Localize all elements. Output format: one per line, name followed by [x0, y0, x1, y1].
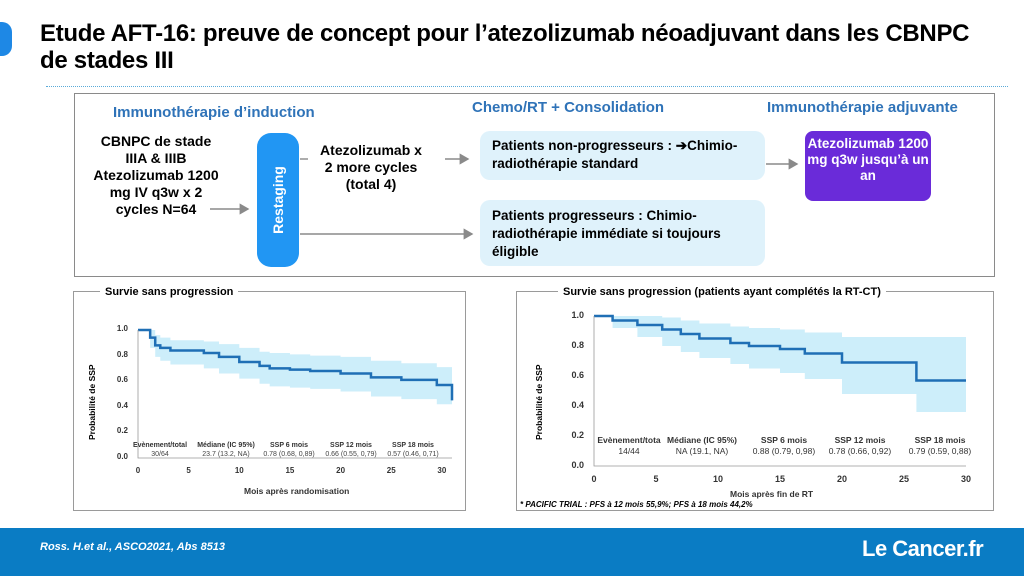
pfs-chart-2-xtick: 25 [898, 474, 909, 484]
slide-title: Etude AFT-16: preuve de concept pour l’a… [40, 20, 970, 74]
pfs-chart-2-ytick: 1.0 [571, 310, 584, 320]
pfs-chart-1-stat-median: Médiane (IC 95%) 23.7 (13.2, NA) [197, 442, 255, 458]
accent-tab [0, 22, 12, 56]
pacific-note: * PACIFIC TRIAL : PFS à 12 mois 55,9%; P… [520, 500, 753, 509]
pfs-chart-2-xtick: 30 [960, 474, 971, 484]
pfs-chart-2-xtick: 0 [591, 474, 597, 484]
pfs-chart-1-title: Survie sans progression [100, 286, 239, 298]
more-cycles-block: Atezolizumab x 2 more cycles (total 4) [320, 142, 422, 192]
pfs-chart-2-xtick: 15 [774, 474, 785, 484]
pfs-chart-1-stat-18m: SSP 18 mois 0.57 (0.46, 0,71) [387, 442, 439, 458]
pfs-chart-2-xlabel: Mois après fin de RT [730, 489, 814, 499]
pfs-chart-1-stat-12m: SSP 12 mois 0.66 (0.55, 0,79) [325, 442, 377, 458]
pfs-chart-1-axes [137, 330, 452, 459]
pfs-chart-1-stat-6m: SSP 6 mois 0.78 (0.68, 0,89) [263, 442, 315, 458]
pfs-chart-1-stat-events: Evènement/total 30/64 [132, 442, 188, 458]
pfs-chart-1-ytick: 0.8 [116, 349, 128, 359]
title-divider [46, 86, 1008, 87]
pfs-chart-2-ytick: 0.2 [571, 430, 584, 440]
pfs-chart-1-xtick: 5 [186, 466, 191, 475]
study-design-panel [74, 93, 995, 277]
pfs-chart-1-xtick: 0 [135, 466, 141, 475]
pfs-chart-1-panel [73, 291, 466, 511]
pfs-chart-2-xtick: 10 [712, 474, 723, 484]
pfs-chart-2-ytick: 0.0 [571, 460, 584, 470]
reference-citation: Ross. H.et al., ASCO2021, Abs 8513 [40, 541, 226, 553]
induction-header: Immunothérapie d’induction [113, 104, 315, 121]
chemo-header: Chemo/RT + Consolidation [472, 99, 665, 116]
non-progressors-box: Patients non-progresseurs : ➔Chimio-radi… [480, 131, 765, 180]
pfs-chart-2-ytick: 0.6 [571, 370, 584, 380]
footer-bar [0, 528, 1024, 576]
pfs-chart-1-xtick: 25 [386, 466, 396, 475]
pfs-chart-2-stat-median: Médiane (IC 95%) NA (19.1, NA) [667, 435, 737, 456]
progressors-box: Patients progresseurs : Chimio-radiothér… [480, 200, 765, 266]
pfs-chart-2-ytick: 0.8 [571, 340, 584, 350]
pfs-chart-2-xtick: 5 [653, 474, 659, 484]
pfs-chart-2-axes [593, 316, 966, 467]
pfs-chart-1-xtick: 15 [285, 466, 295, 475]
eligibility-block: CBNPC de stade IIIA & IIIB Atezolizumab … [93, 133, 219, 217]
restaging-box: Restaging [257, 133, 299, 267]
pfs-chart-1-ytick: 1.0 [116, 324, 128, 333]
pfs-chart-2-xtick: 20 [836, 474, 847, 484]
pfs-chart-2-stat-6m: SSP 6 mois 0.88 (0.79, 0,98) [752, 435, 816, 456]
pfs-chart-2-stat-18m: SSP 18 mois 0.79 (0.59, 0,88) [908, 435, 972, 456]
pfs-chart-1-xtick: 20 [336, 466, 346, 475]
pfs-chart-2-confidence-band [594, 316, 966, 412]
pfs-chart-1-ytick: 0.2 [116, 426, 128, 436]
pfs-chart-1-xlabel: Mois après randomisation [244, 486, 350, 496]
pfs-chart-1-survival-line [138, 328, 454, 401]
pfs-chart-2-ylabel: Probabilité de SSP [534, 364, 544, 440]
adjuvant-header: Immunothérapie adjuvante [767, 99, 958, 116]
pfs-chart-2-stat-12m: SSP 12 mois 0.78 (0.66, 0,92) [828, 435, 892, 456]
pfs-chart-1-ytick: 0.4 [116, 400, 128, 410]
pfs-chart-2-ytick: 0.4 [571, 400, 584, 410]
pfs-chart-2-stat-events: Evènement/tota 14/44 [597, 435, 661, 456]
pfs-chart-1-xtick: 10 [234, 466, 244, 475]
pfs-chart-1-ytick: 0.6 [116, 375, 128, 385]
pfs-chart-2-survival-line [594, 314, 966, 382]
pfs-chart-2-title: Survie sans progression (patients ayant … [558, 286, 886, 298]
pfs-chart-1-ytick: 0.0 [116, 452, 128, 461]
adjuvant-box: Atezolizumab 1200 mg q3w jusqu’à un an [805, 131, 931, 201]
lecancer-logo: Le Cancer.fr [862, 536, 984, 561]
pfs-chart-1-xtick: 30 [437, 466, 447, 475]
